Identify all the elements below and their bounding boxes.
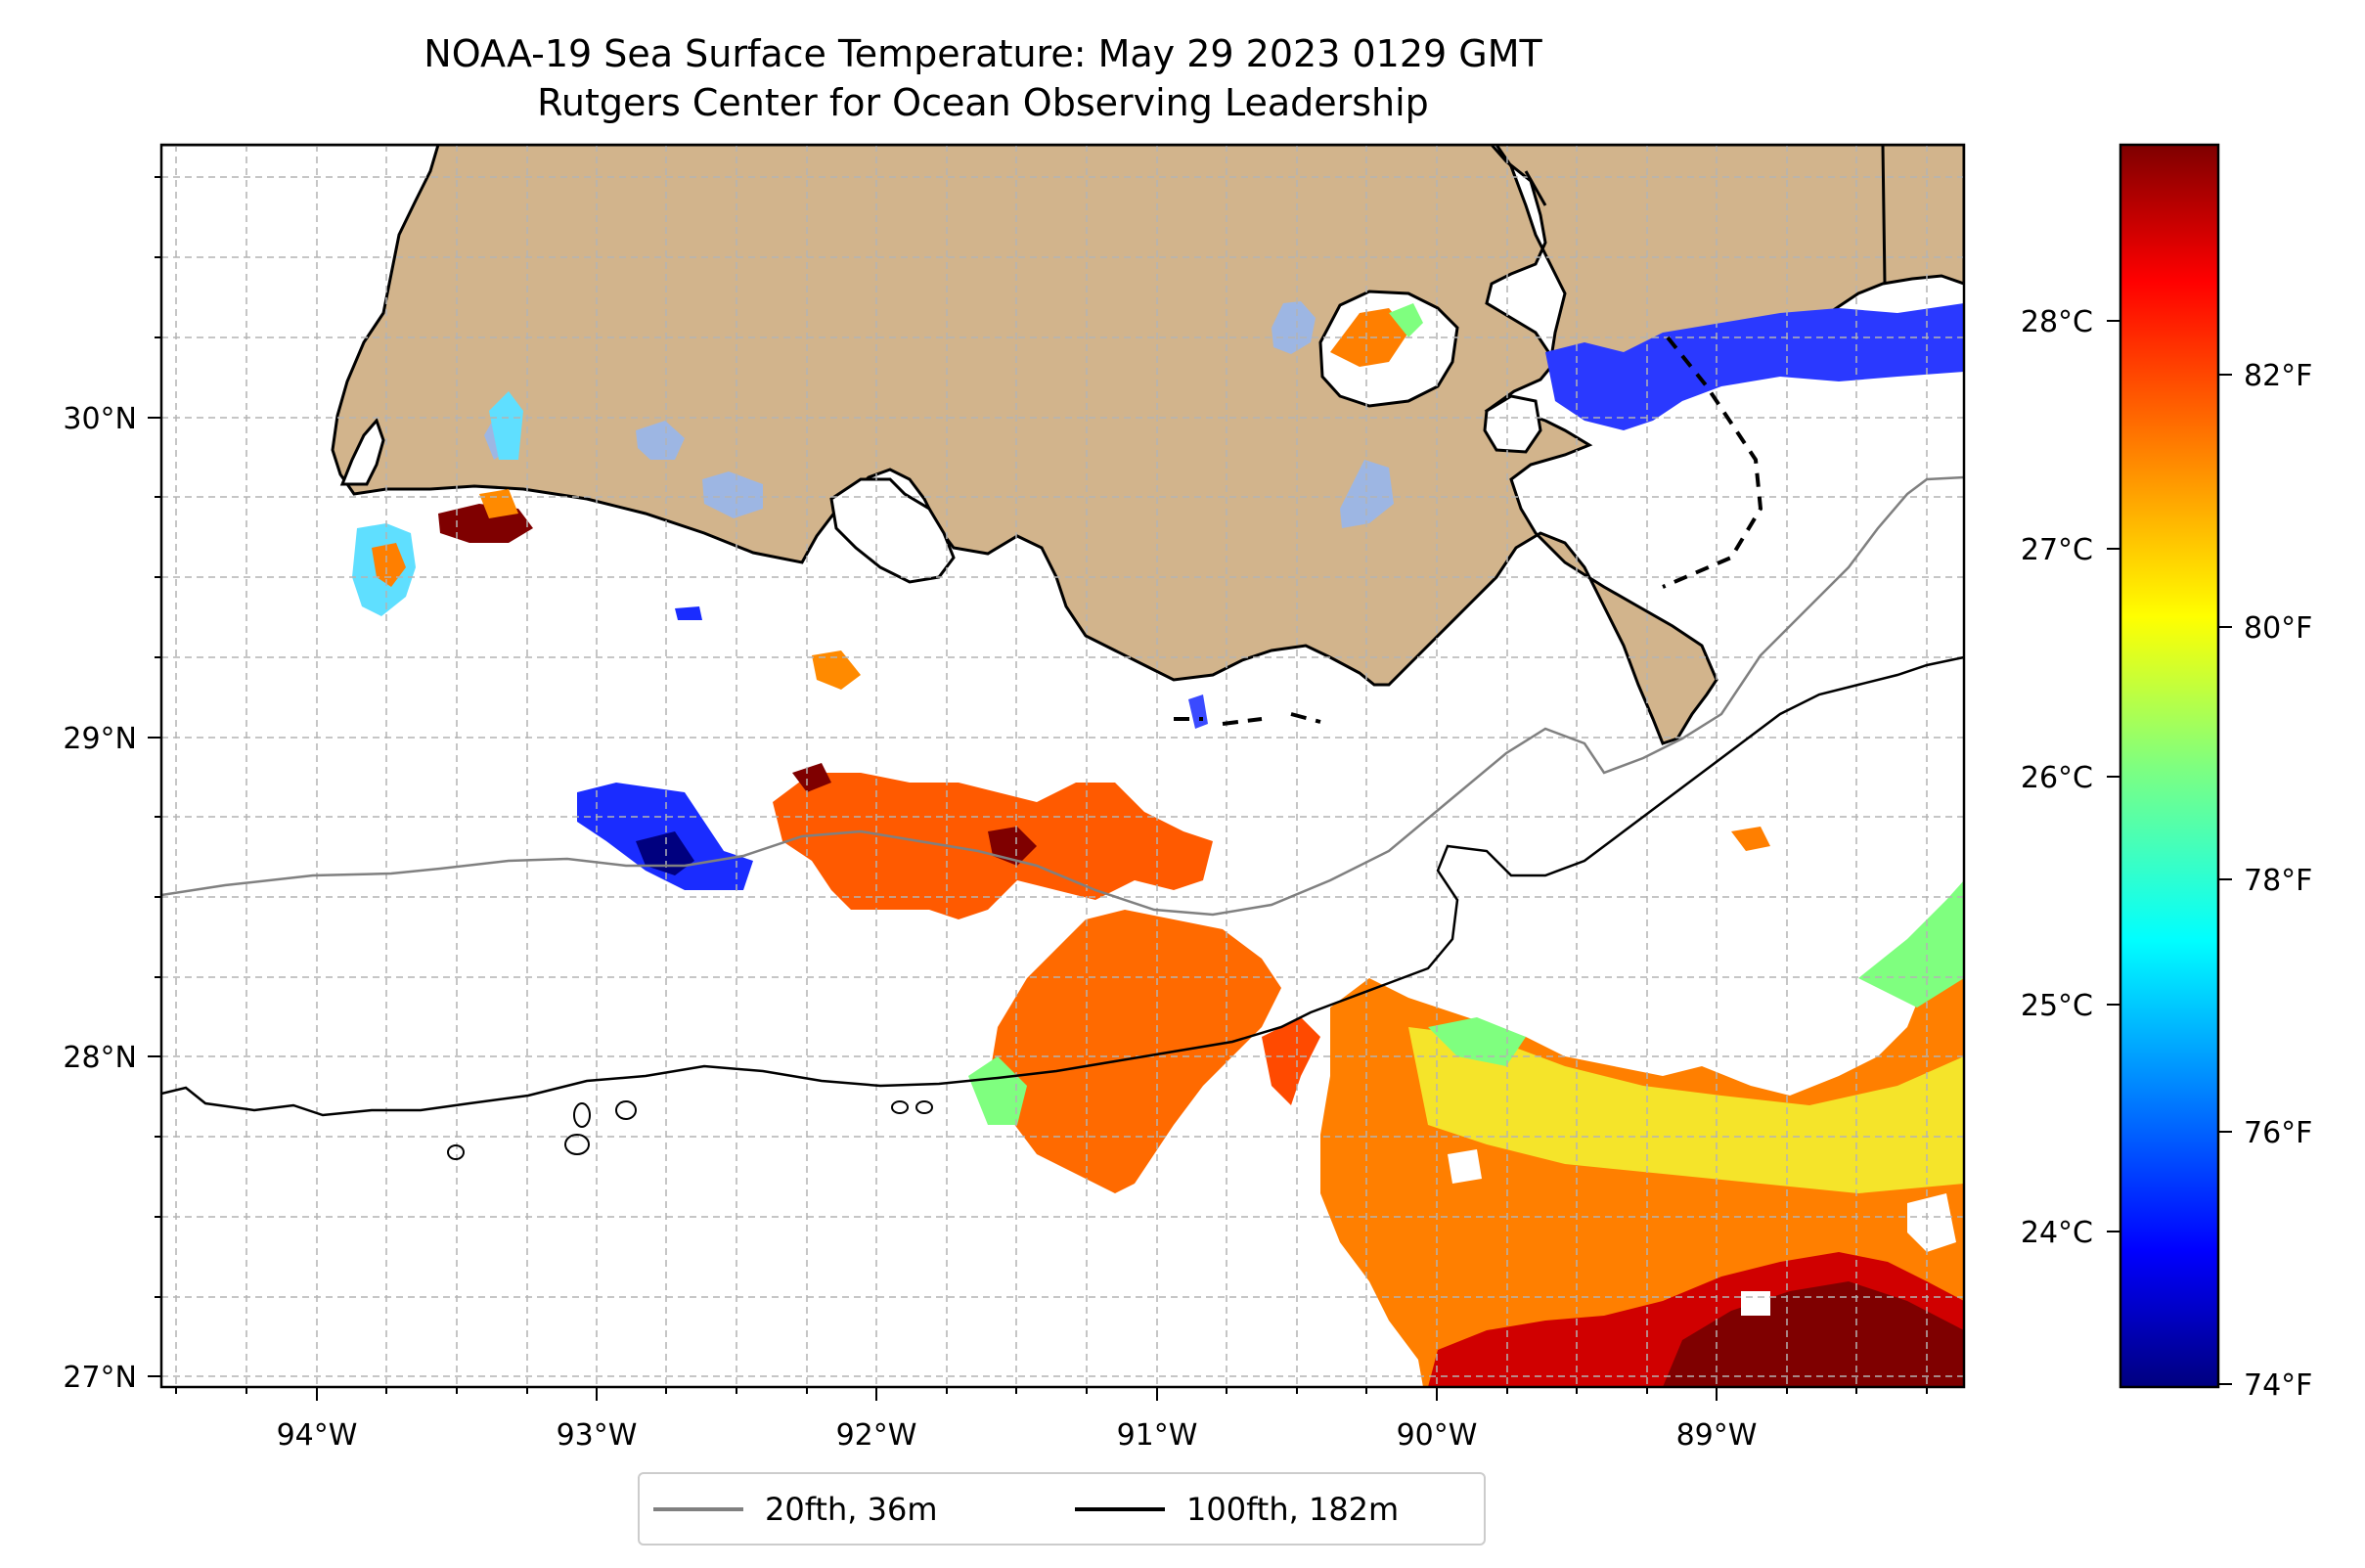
celsius-label: 25°C — [2021, 989, 2093, 1023]
celsius-label: 24°C — [2021, 1216, 2093, 1250]
lat-label: 27°N — [63, 1361, 137, 1395]
legend-label: 100fth, 182m — [1186, 1490, 1400, 1528]
inland-lake — [702, 471, 763, 518]
legend-label: 20fth, 36m — [765, 1490, 938, 1528]
map-title: NOAA-19 Sea Surface Temperature: May 29 … — [424, 32, 1542, 75]
inland-lake — [636, 421, 685, 460]
lake-borgne — [1483, 394, 1542, 454]
sst-data — [352, 303, 1964, 1387]
fahrenheit-labels: 82°F 80°F 78°F 76°F 74°F — [2244, 359, 2312, 1403]
lat-label: 30°N — [63, 402, 137, 436]
legend-item-20fth: 20fth, 36m — [653, 1474, 937, 1544]
inland-lake — [1340, 460, 1394, 528]
axis-ticks — [148, 176, 1928, 1401]
isobath-20fth — [161, 475, 1964, 917]
legend-item-100fth: 100fth, 182m — [1075, 1474, 1399, 1544]
lon-label: 92°W — [836, 1418, 917, 1453]
legend: 20fth, 36m 100fth, 182m — [638, 1472, 1486, 1546]
barataria-bay — [829, 477, 956, 584]
lon-label: 94°W — [277, 1418, 358, 1453]
celsius-label: 28°C — [2021, 305, 2093, 339]
map-frame — [159, 143, 1966, 1389]
celsius-labels: 28°C 27°C 26°C 25°C 24°C — [2021, 305, 2093, 1250]
isobath-100fth — [161, 655, 1964, 1117]
lon-label: 89°W — [1676, 1418, 1758, 1453]
lat-label: 28°N — [63, 1041, 137, 1075]
calcasieu-lake — [339, 418, 385, 486]
fahrenheit-label: 78°F — [2244, 864, 2312, 898]
lon-label: 91°W — [1117, 1418, 1198, 1453]
legend-swatch — [653, 1506, 743, 1511]
fahrenheit-label: 80°F — [2244, 611, 2312, 646]
land-louisiana — [161, 145, 1964, 745]
lon-label: 90°W — [1397, 1418, 1478, 1453]
colorbar-ticks — [2107, 320, 2232, 1385]
lat-label: 29°N — [63, 722, 137, 756]
celsius-label: 27°C — [2021, 533, 2093, 567]
celsius-label: 26°C — [2021, 761, 2093, 795]
fahrenheit-label: 82°F — [2244, 359, 2312, 393]
fahrenheit-label: 76°F — [2244, 1116, 2312, 1150]
latitude-labels: 30°N 29°N 28°N 27°N — [63, 402, 137, 1395]
islands — [447, 1100, 933, 1160]
legend-swatch — [1075, 1506, 1165, 1511]
colorbar — [2119, 143, 2220, 1389]
lon-label: 93°W — [557, 1418, 638, 1453]
longitude-labels: 94°W 93°W 92°W 91°W 90°W 89°W — [277, 1418, 1758, 1453]
map-subtitle: Rutgers Center for Ocean Observing Leade… — [537, 81, 1429, 124]
inland-lake — [1272, 301, 1316, 354]
fahrenheit-label: 74°F — [2244, 1368, 2312, 1403]
